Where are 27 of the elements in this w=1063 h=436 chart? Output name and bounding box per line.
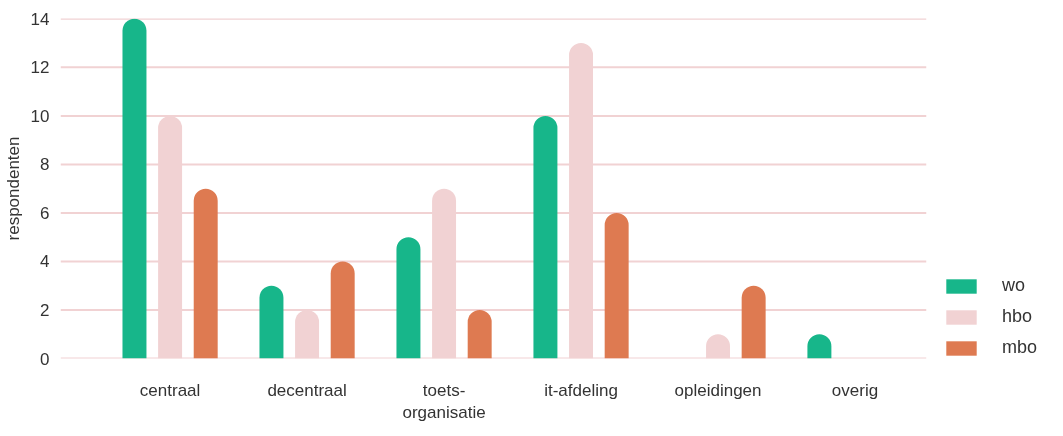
bar <box>259 285 284 359</box>
x-tick-label: opleidingen <box>674 380 762 400</box>
y-axis-title: respondenten <box>3 136 23 241</box>
bar <box>122 18 147 359</box>
y-tick-label: 4 <box>40 252 50 272</box>
y-tick-label: 0 <box>40 349 50 369</box>
bar <box>533 115 558 359</box>
x-tick-label: overig <box>831 380 879 400</box>
y-tick-label: 12 <box>30 58 50 78</box>
y-tick-label: 14 <box>30 9 50 29</box>
y-tick-label: 2 <box>40 300 50 320</box>
bar <box>741 285 766 359</box>
bar <box>330 261 355 359</box>
bar <box>604 212 629 359</box>
x-tick-label: decentraal <box>267 380 347 400</box>
y-tick-label: 8 <box>40 155 50 175</box>
x-tick-label: centraal <box>139 380 201 400</box>
legend-label: mbo <box>1002 337 1038 358</box>
y-tick-label: 6 <box>40 203 50 223</box>
bar <box>193 188 218 359</box>
y-tick-label: 10 <box>30 106 50 126</box>
legend-label: hbo <box>1002 306 1033 327</box>
legend-label: wo <box>1002 275 1026 296</box>
bar <box>396 237 421 359</box>
x-tick-label: it-afdeling <box>544 380 618 400</box>
bar <box>467 309 492 359</box>
x-tick-label: toets- organisatie <box>402 380 486 423</box>
